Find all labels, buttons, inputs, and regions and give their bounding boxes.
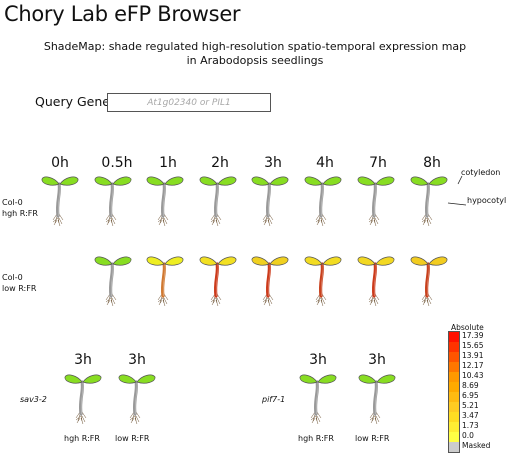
- mutant-label-sav3: sav3-2: [20, 395, 47, 404]
- legend-swatch: [449, 332, 459, 342]
- seedling-col0-high-3[interactable]: [198, 170, 238, 228]
- hypocotyl-annotation: hypocotyl: [467, 196, 507, 205]
- subtitle-line-1: ShadeMap: shade regulated high-resolutio…: [43, 40, 467, 53]
- seedling-col0-high-7[interactable]: [409, 170, 449, 228]
- seedling-col0-low-3[interactable]: [198, 250, 238, 308]
- time-header-3h: 3h: [264, 155, 282, 171]
- legend-value: 12.17: [462, 361, 484, 370]
- sav3-condition-low: low R:FR: [115, 434, 150, 443]
- seedling-col0-high-0[interactable]: [40, 170, 80, 228]
- legend-swatch: [449, 422, 459, 432]
- time-header-4h: 4h: [316, 155, 334, 171]
- subtitle-line-2: in Arabodopsis seedlings: [186, 54, 324, 67]
- legend-title: Absolute: [451, 323, 484, 332]
- time-header-2h: 2h: [211, 155, 229, 171]
- seedling-col0-low-2[interactable]: [145, 250, 185, 308]
- legend-value: 15.65: [462, 341, 484, 350]
- legend-value: 6.95: [462, 391, 479, 400]
- time-header-0-5h: 0.5h: [101, 155, 133, 171]
- cotyledon-annotation: cotyledon: [461, 168, 501, 177]
- app-title: Chory Lab eFP Browser: [4, 2, 241, 26]
- seedling-pif7-high[interactable]: [298, 368, 338, 426]
- legend-value: 5.21: [462, 401, 479, 410]
- seedling-col0-low-7[interactable]: [409, 250, 449, 308]
- seedling-col0-low-6[interactable]: [356, 250, 396, 308]
- legend-value: 13.91: [462, 351, 484, 360]
- legend-value: 0.0: [462, 431, 474, 440]
- seedling-pif7-low[interactable]: [357, 368, 397, 426]
- sav3-time-header-1: 3h: [74, 352, 92, 368]
- seedling-col0-high-1[interactable]: [93, 170, 133, 228]
- seedling-col0-low-4[interactable]: [250, 250, 290, 308]
- seedling-sav3-low[interactable]: [117, 368, 157, 426]
- row-label-col0-low: Col-0 low R:FR: [2, 273, 37, 293]
- legend-swatch: [449, 372, 459, 382]
- seedling-sav3-high[interactable]: [63, 368, 103, 426]
- pif7-condition-high: hgh R:FR: [298, 434, 334, 443]
- sav3-time-header-2: 3h: [128, 352, 146, 368]
- time-header-8h: 8h: [423, 155, 441, 171]
- legend-swatch: [449, 392, 459, 402]
- pif7-condition-low: low R:FR: [355, 434, 390, 443]
- sav3-condition-high: hgh R:FR: [64, 434, 100, 443]
- legend-value: 1.73: [462, 421, 479, 430]
- row-label-col0-high: Col-0 hgh R:FR: [2, 198, 38, 218]
- legend-swatch: [449, 442, 459, 452]
- legend-swatch: [449, 362, 459, 372]
- mutant-label-pif7: pif7-1: [262, 395, 286, 404]
- legend-value: 8.69: [462, 381, 479, 390]
- seedling-col0-high-6[interactable]: [356, 170, 396, 228]
- time-header-1h: 1h: [159, 155, 177, 171]
- legend-swatch: [449, 412, 459, 422]
- legend-swatch: [449, 432, 459, 442]
- legend-swatch: [449, 342, 459, 352]
- legend-color-bar: [448, 331, 460, 453]
- legend-swatch: [449, 402, 459, 412]
- legend-swatch: [449, 382, 459, 392]
- query-genes-input[interactable]: [107, 93, 271, 112]
- seedling-col0-low-5[interactable]: [303, 250, 343, 308]
- legend-swatch: [449, 352, 459, 362]
- legend-value: 17.39: [462, 331, 484, 340]
- query-genes-label: Query Genes: [35, 94, 117, 109]
- pif7-time-header-2: 3h: [368, 352, 386, 368]
- seedling-col0-high-4[interactable]: [250, 170, 290, 228]
- legend-value: 3.47: [462, 411, 479, 420]
- seedling-col0-high-5[interactable]: [303, 170, 343, 228]
- seedling-col0-high-2[interactable]: [145, 170, 185, 228]
- legend-value: 10.43: [462, 371, 484, 380]
- time-header-0h: 0h: [51, 155, 69, 171]
- seedling-col0-low-1[interactable]: [93, 250, 133, 308]
- legend-value: Masked: [462, 441, 491, 450]
- time-header-7h: 7h: [369, 155, 387, 171]
- annotation-pointers: [447, 175, 467, 206]
- pif7-time-header-1: 3h: [309, 352, 327, 368]
